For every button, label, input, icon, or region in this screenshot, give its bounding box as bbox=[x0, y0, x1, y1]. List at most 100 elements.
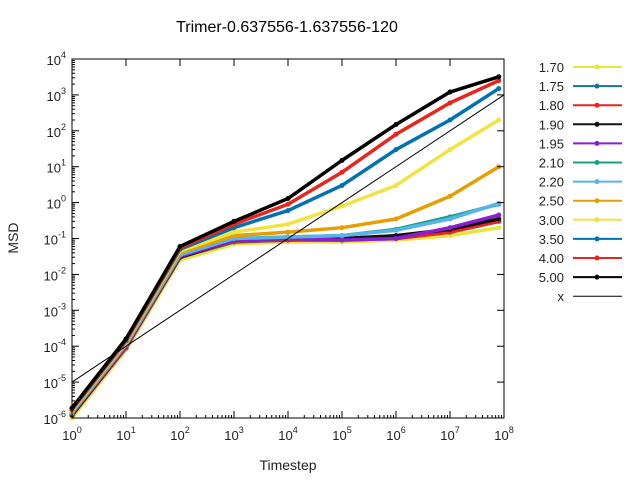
series-line-x bbox=[71, 94, 505, 383]
y-tick-label: 104 bbox=[47, 50, 66, 68]
legend-marker bbox=[594, 64, 600, 70]
y-tick-label: 10-6 bbox=[44, 409, 66, 427]
series-line-3.50 bbox=[70, 86, 501, 412]
legend-label: x bbox=[558, 289, 565, 304]
x-tick-base: 10 bbox=[170, 428, 184, 443]
legend-marker bbox=[594, 274, 600, 280]
y-tick-base: 10 bbox=[47, 197, 61, 212]
x-tick-exponent: 8 bbox=[509, 425, 514, 435]
x-tick-exponent: 5 bbox=[347, 425, 352, 435]
y-tick-base: 10 bbox=[47, 125, 61, 140]
legend-label: 3.50 bbox=[539, 232, 564, 247]
data-point bbox=[496, 212, 502, 218]
x-tick-label: 101 bbox=[116, 425, 135, 443]
data-point bbox=[339, 203, 345, 209]
x-tick-label: 103 bbox=[224, 425, 243, 443]
data-point bbox=[339, 237, 345, 243]
legend-label: 1.95 bbox=[539, 136, 564, 151]
y-tick-label: 10-4 bbox=[44, 337, 66, 355]
data-point bbox=[496, 78, 502, 84]
legend-marker bbox=[594, 236, 600, 242]
y-tick-label: 102 bbox=[47, 122, 66, 140]
series-line-3.00 bbox=[70, 118, 501, 413]
series-line-1.90 bbox=[70, 217, 501, 417]
y-tick-exponent: -6 bbox=[58, 409, 66, 419]
data-point bbox=[447, 216, 453, 222]
data-point bbox=[123, 336, 129, 342]
legend-label: 1.75 bbox=[539, 79, 564, 94]
y-tick-base: 10 bbox=[44, 412, 58, 427]
y-tick-label: 103 bbox=[47, 86, 66, 104]
data-point bbox=[339, 157, 345, 163]
x-tick-label: 100 bbox=[62, 425, 81, 443]
legend-label: 3.00 bbox=[539, 213, 564, 228]
y-tick-base: 10 bbox=[47, 161, 61, 176]
y-tick-label: 10-2 bbox=[44, 265, 66, 283]
x-tick-base: 10 bbox=[386, 428, 400, 443]
data-point bbox=[339, 233, 345, 239]
data-point bbox=[339, 225, 345, 231]
data-point bbox=[496, 86, 502, 92]
y-tick-exponent: 0 bbox=[61, 194, 66, 204]
y-axis-label: MSD bbox=[5, 222, 21, 253]
data-point bbox=[231, 229, 237, 235]
y-tick-base: 10 bbox=[44, 304, 58, 319]
x-tick-exponent: 1 bbox=[131, 425, 136, 435]
y-tick-label: 10-3 bbox=[44, 301, 66, 319]
x-axis-label: Timestep bbox=[259, 457, 316, 473]
x-tick-label: 108 bbox=[494, 425, 513, 443]
data-point bbox=[447, 117, 453, 123]
data-point bbox=[339, 182, 345, 188]
legend-marker bbox=[594, 83, 600, 89]
y-tick-exponent: 3 bbox=[61, 86, 66, 96]
y-tick-exponent: -1 bbox=[58, 230, 66, 240]
x-tick-label: 102 bbox=[170, 425, 189, 443]
data-point bbox=[177, 243, 183, 249]
y-tick-base: 10 bbox=[47, 89, 61, 104]
data-point bbox=[393, 131, 399, 137]
data-point bbox=[496, 225, 502, 231]
y-tick-base: 10 bbox=[44, 233, 58, 248]
y-tick-label: 101 bbox=[47, 158, 66, 176]
y-tick-base: 10 bbox=[44, 340, 58, 355]
data-point bbox=[285, 229, 291, 235]
x-tick-label: 107 bbox=[440, 425, 459, 443]
data-point bbox=[496, 216, 502, 222]
data-point bbox=[447, 100, 453, 106]
x-tick-exponent: 0 bbox=[77, 425, 82, 435]
legend-marker bbox=[594, 160, 600, 165]
legend-label: 2.10 bbox=[539, 156, 564, 171]
data-point bbox=[285, 208, 291, 214]
y-tick-exponent: -2 bbox=[58, 265, 66, 275]
data-point bbox=[393, 216, 399, 222]
x-tick-base: 10 bbox=[494, 428, 508, 443]
data-point bbox=[285, 221, 291, 227]
x-tick-base: 10 bbox=[224, 428, 238, 443]
data-point bbox=[447, 89, 453, 95]
data-point bbox=[285, 201, 291, 207]
series-layer bbox=[69, 74, 505, 421]
data-point bbox=[447, 147, 453, 153]
data-point bbox=[447, 233, 453, 239]
data-point bbox=[496, 74, 502, 80]
legend-label: 5.00 bbox=[539, 270, 564, 285]
data-point bbox=[393, 147, 399, 153]
legend-marker bbox=[594, 217, 600, 223]
y-tick-label: 10-5 bbox=[44, 373, 66, 391]
legend-label: 1.80 bbox=[539, 98, 564, 113]
data-point bbox=[231, 218, 237, 224]
series-line-1.95 bbox=[70, 213, 501, 416]
legend-label: 2.50 bbox=[539, 194, 564, 209]
legend-marker bbox=[594, 179, 600, 185]
legend-marker bbox=[594, 102, 600, 108]
data-point bbox=[393, 182, 399, 188]
y-tick-label: 10-1 bbox=[44, 230, 66, 248]
x-tick-exponent: 4 bbox=[293, 425, 298, 435]
y-tick-base: 10 bbox=[44, 268, 58, 283]
x-tick-exponent: 3 bbox=[239, 425, 244, 435]
data-point bbox=[393, 236, 399, 241]
x-tick-exponent: 6 bbox=[401, 425, 406, 435]
x-tick-base: 10 bbox=[116, 428, 130, 443]
